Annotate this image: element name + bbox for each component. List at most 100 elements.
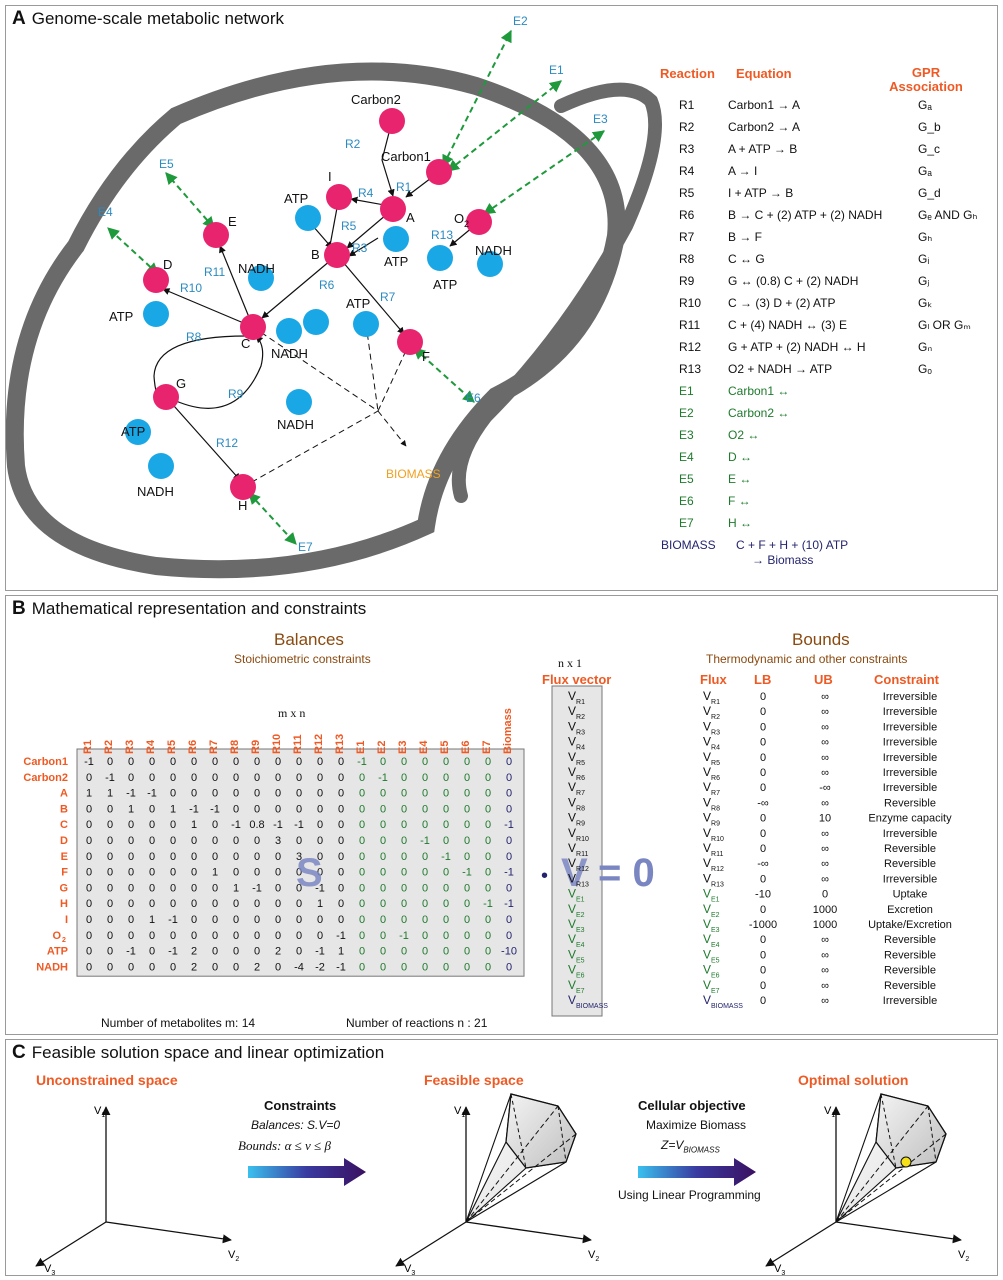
feasible-cone-edge — [465, 1093, 512, 1223]
matrix-column-header: R13 — [334, 734, 346, 754]
matrix-cell: 0 — [506, 914, 512, 926]
bounds-ub: ∞ — [821, 706, 829, 718]
bounds-flux: VR10 — [703, 826, 724, 843]
matrix-cell: 0 — [128, 930, 134, 942]
optimal-cone-inner — [880, 1093, 897, 1169]
panel-b: B Mathematical representation and constra… — [5, 595, 998, 1035]
flux-vector-entry: VR8 — [568, 795, 585, 812]
matrix-cell: 0 — [464, 961, 470, 973]
matrix-cell: 0 — [464, 803, 470, 815]
metabolite-node — [380, 196, 406, 222]
bounds-subtitle: Thermodynamic and other constraints — [706, 652, 908, 666]
bounds-lb: 0 — [760, 995, 766, 1007]
matrix-cell: 0 — [128, 914, 134, 926]
reaction-id: R2 — [679, 120, 695, 134]
matrix-cell: 0 — [275, 930, 281, 942]
balances-line: Balances: S.V=0 — [251, 1118, 341, 1132]
bounds-flux: VR1 — [703, 689, 720, 706]
matrix-cell: 0 — [422, 961, 428, 973]
biomass-id: BIOMASS — [661, 538, 716, 552]
matrix-cell: 0 — [380, 930, 386, 942]
metabolite-node — [324, 242, 350, 268]
matrix-row-header: B — [60, 803, 68, 815]
matrix-cell: 0 — [86, 819, 92, 831]
matrix-cell: 0 — [338, 867, 344, 879]
bounds-lb: 0 — [760, 752, 766, 764]
flux-vector-entry: VR13 — [568, 871, 589, 888]
bounds-lb: -10 — [755, 889, 771, 901]
matrix-cell: 0 — [401, 867, 407, 879]
flux-vector-entry: VR3 — [568, 719, 585, 736]
matrix-cell: 0 — [275, 914, 281, 926]
matrix-cell: 0 — [275, 851, 281, 863]
equals-zero: = 0 — [598, 851, 655, 895]
matrix-cell: 3 — [296, 851, 302, 863]
matrix-cell: 0 — [464, 898, 470, 910]
unconstrained-label: Unconstrained space — [36, 1072, 178, 1088]
matrix-cell: 0 — [380, 867, 386, 879]
matrix-cell: 0 — [107, 914, 113, 926]
cofactor-label: NADH — [137, 484, 174, 499]
exchange-arrow — [248, 492, 297, 545]
matrix-cell: 0 — [443, 788, 449, 800]
reaction-label: R6 — [319, 278, 335, 292]
matrix-cell: 0 — [170, 930, 176, 942]
panel-c-title: C Feasible solution space and linear opti… — [12, 1042, 385, 1063]
matrix-cell: -1 — [336, 930, 346, 942]
matrix-cell: 0 — [254, 898, 260, 910]
flux-vector-entry: VE6 — [568, 963, 585, 980]
matrix-cell: 0 — [401, 803, 407, 815]
feasible-cone-edge — [465, 1161, 567, 1223]
matrix-column-header: R6 — [187, 740, 199, 754]
bounds-constraint: Irreversible — [883, 721, 937, 733]
bounds-constraint: Irreversible — [883, 737, 937, 749]
flux-vector-entry: VE2 — [568, 902, 585, 919]
dot-operator: • — [541, 865, 548, 887]
cofactor-node — [427, 245, 453, 271]
cofactor-label: ATP — [384, 254, 408, 269]
matrix-cell: 0 — [443, 772, 449, 784]
matrix-cell: 0 — [233, 803, 239, 815]
biomass-dashed-line — [377, 410, 407, 447]
flux-vector-entry: VBIOMASS — [568, 993, 608, 1010]
reaction-label: R2 — [345, 137, 361, 151]
matrix-cell: 0 — [233, 930, 239, 942]
bounds-constraint: Irreversible — [883, 995, 937, 1007]
reaction-id: R4 — [679, 164, 695, 178]
cofactor-node — [248, 265, 274, 291]
matrix-cell: 0 — [212, 819, 218, 831]
matrix-cell: 0 — [401, 819, 407, 831]
matrix-cell: 0 — [212, 914, 218, 926]
bounds-ub: ∞ — [821, 828, 829, 840]
matrix-cell: 0 — [254, 914, 260, 926]
matrix-cell: 0 — [275, 772, 281, 784]
bounds-flux: VE7 — [703, 978, 720, 995]
optimal-cone-inner — [927, 1105, 937, 1163]
matrix-cell: 0 — [401, 788, 407, 800]
reaction-equation: G + ATP + (2) NADH ↔ H — [728, 340, 866, 354]
objective-arrow — [638, 1158, 756, 1186]
bounds-constraint: Reversible — [884, 858, 936, 870]
matrix-cell: 0 — [254, 772, 260, 784]
matrix-cell: 0 — [464, 788, 470, 800]
matrix-cell: 1 — [212, 867, 218, 879]
matrix-cell: 0 — [506, 772, 512, 784]
matrix-cell: 0 — [296, 788, 302, 800]
reaction-gpr: Gₑ AND Gₕ — [918, 208, 978, 222]
matrix-cell: 0 — [464, 851, 470, 863]
bounds-constraint: Uptake/Excretion — [868, 919, 952, 931]
matrix-cell: -1 — [189, 803, 199, 815]
matrix-cell: 0 — [212, 898, 218, 910]
metabolite-node — [379, 108, 405, 134]
matrix-cell: 0 — [149, 930, 155, 942]
lp-label: Using Linear Programming — [618, 1188, 761, 1202]
matrix-cell: -1 — [105, 772, 115, 784]
matrix-cell: 2 — [191, 946, 197, 958]
metabolite-label: B — [311, 247, 320, 262]
matrix-cell: 0 — [254, 867, 260, 879]
flux-vector-entry: VE1 — [568, 887, 585, 904]
matrix-cell: 0 — [107, 898, 113, 910]
matrix-cell: 0 — [380, 914, 386, 926]
flux-vector-entry: VR7 — [568, 780, 585, 797]
matrix-cell: 0 — [422, 930, 428, 942]
